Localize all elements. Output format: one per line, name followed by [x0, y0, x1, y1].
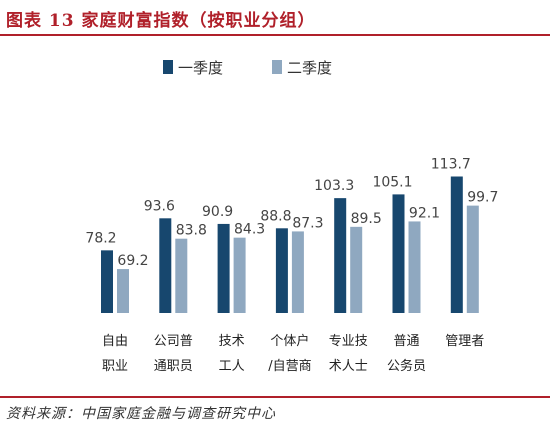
- value-label-q1-5: 103.3: [314, 178, 354, 194]
- legend-swatch-1: [163, 60, 173, 74]
- bar-q2-6: [408, 221, 421, 313]
- value-label-q2-2: 83.8: [176, 223, 207, 239]
- category-label-2-line-2: 通职员: [154, 359, 193, 374]
- category-label-6-line-2: 公务员: [387, 358, 426, 374]
- bar-q1-7: [450, 176, 463, 313]
- category-label-2-line-1: 公司普: [154, 334, 193, 349]
- category-label-4-line-1: 个体户: [270, 333, 309, 349]
- category-label-4-line-2: /自营商: [268, 359, 311, 374]
- value-label-q2-1: 69.2: [117, 253, 148, 269]
- value-label-q1-4: 88.8: [260, 208, 291, 224]
- value-label-q1-7: 113.7: [431, 157, 471, 173]
- category-label-3-line-2: 工人: [219, 359, 245, 374]
- bar-q1-6: [392, 194, 405, 313]
- bar-q2-7: [466, 205, 479, 313]
- value-label-q2-5: 89.5: [351, 211, 382, 227]
- value-label-q2-7: 99.7: [467, 190, 498, 206]
- chart-title: 图表 13 家庭财富指数（按职业分组）: [6, 11, 316, 31]
- bar-q2-4: [291, 231, 304, 313]
- bar-q2-5: [350, 226, 363, 313]
- value-label-q1-2: 93.6: [144, 198, 175, 214]
- value-label-q2-6: 92.1: [409, 205, 440, 221]
- legend-swatch-2: [272, 60, 282, 74]
- category-label-5-line-1: 专业技: [329, 334, 368, 349]
- title-bar: 图表 13 家庭财富指数（按职业分组）: [0, 0, 550, 36]
- value-label-q1-6: 105.1: [372, 174, 412, 190]
- category-label-5-line-2: 术人士: [329, 359, 368, 374]
- source-bar: 资料来源：中国家庭金融与调查研究中心: [0, 396, 550, 431]
- bar-q1-4: [275, 228, 288, 313]
- legend-label-1: 一季度: [178, 59, 223, 77]
- category-label-7-line-1: 管理者: [445, 334, 484, 349]
- value-label-q1-3: 90.9: [202, 204, 233, 220]
- value-label-q2-3: 84.3: [234, 222, 265, 238]
- source-note: 资料来源：中国家庭金融与调查研究中心: [6, 406, 276, 422]
- bar-q1-5: [334, 198, 347, 313]
- bar-q1-2: [159, 218, 172, 313]
- category-label-3-line-1: 技术: [219, 334, 245, 349]
- legend-label-2: 二季度: [287, 59, 332, 77]
- category-label-6-line-1: 普通: [393, 334, 419, 349]
- category-label-1-line-2: 职业: [102, 359, 128, 374]
- bar-q1-3: [217, 223, 230, 313]
- category-label-1-line-1: 自由: [102, 334, 128, 349]
- value-label-q1-1: 78.2: [85, 230, 116, 246]
- bar-q2-3: [233, 237, 246, 313]
- bar-q2-2: [175, 238, 188, 313]
- value-label-q2-4: 87.3: [292, 215, 323, 231]
- bar-q2-1: [117, 269, 129, 313]
- bar-q1-1: [101, 250, 113, 313]
